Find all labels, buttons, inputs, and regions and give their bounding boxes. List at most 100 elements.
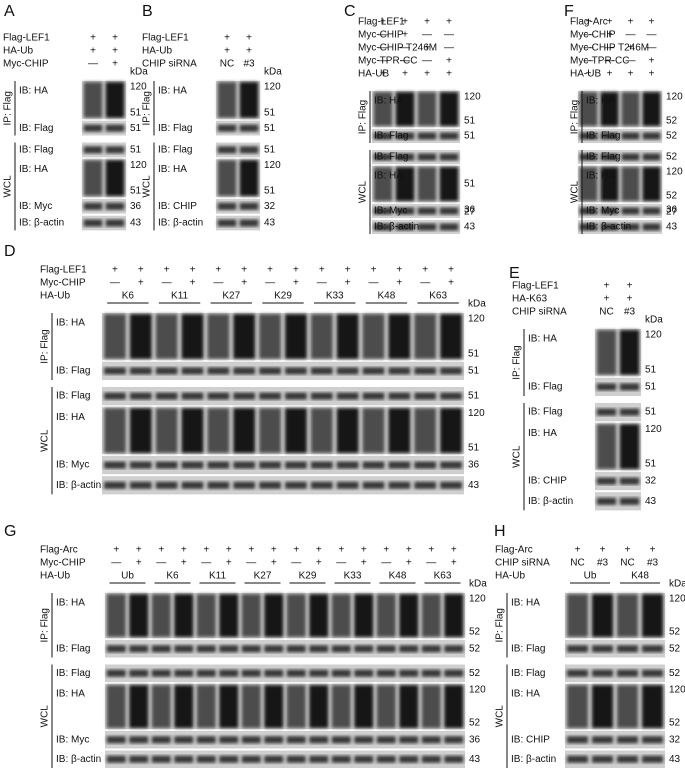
- blot-background: [372, 129, 460, 143]
- condition-mark: +: [649, 56, 655, 67]
- kda-marker: 51: [464, 179, 476, 190]
- kda-marker: 52: [669, 668, 681, 679]
- blot-band: [354, 669, 374, 677]
- condition-mark: —: [336, 558, 346, 569]
- condition-mark: #3: [597, 558, 609, 569]
- condition-mark: —: [605, 56, 615, 67]
- condition-mark: #3: [647, 558, 659, 569]
- blot-smear: [373, 167, 393, 201]
- blot-band: [399, 669, 419, 677]
- blot-band: [619, 497, 640, 505]
- blot-band: [239, 124, 259, 132]
- ub-type-label: K27: [254, 571, 272, 582]
- condition-mark: #3: [243, 59, 255, 70]
- condition-mark: +: [446, 17, 452, 28]
- blot-smear: [439, 92, 459, 126]
- blot-band: [219, 645, 239, 653]
- blot-label: IB: β-actin: [56, 754, 101, 765]
- condition-mark: +: [361, 545, 367, 556]
- blot-label: IB: Flag: [56, 366, 90, 377]
- panel-letter: F: [564, 3, 574, 20]
- blot-band: [219, 736, 239, 744]
- condition-mark: +: [451, 545, 457, 556]
- blot-label: IB: β-actin: [374, 222, 419, 233]
- blot-background: [595, 492, 641, 511]
- condition-mark: +: [136, 558, 142, 569]
- blot-band: [259, 367, 281, 375]
- condition-mark: —: [422, 56, 432, 67]
- condition-mark: —: [291, 558, 301, 569]
- blot-label: IB: β-actin: [528, 496, 573, 507]
- blot-smear: [336, 408, 359, 453]
- blot-band: [151, 755, 171, 763]
- blot-band: [233, 367, 256, 375]
- blot-band: [241, 645, 261, 653]
- blot-smear: [155, 314, 178, 359]
- kda-label: kDa: [468, 299, 486, 310]
- condition-mark: +: [428, 545, 434, 556]
- blot-band: [286, 645, 306, 653]
- panel-letter: D: [4, 243, 16, 260]
- blot-band: [181, 367, 204, 375]
- blot-smear: [417, 167, 437, 201]
- blot-band: [567, 669, 588, 677]
- blot-label: IB: CHIP: [511, 734, 550, 745]
- blot-smear: [642, 167, 661, 201]
- blot-band: [106, 645, 126, 653]
- blot-label: IB: HA: [56, 689, 85, 700]
- condition-mark: +: [575, 545, 581, 556]
- blot-band: [414, 367, 437, 375]
- blot-smear: [621, 167, 640, 201]
- condition-label: Myc-CHIP: [358, 30, 404, 41]
- condition-mark: +: [371, 265, 377, 276]
- blot-band: [642, 223, 661, 231]
- condition-mark: +: [402, 17, 408, 28]
- condition-mark: +: [316, 545, 322, 556]
- condition-mark: —: [422, 30, 432, 41]
- blot-band: [217, 124, 237, 132]
- blot-label: IB: Myc: [56, 734, 89, 745]
- condition-label: HA-K63: [512, 294, 547, 305]
- condition-label: Myc-CHIP: [40, 558, 86, 569]
- blot-smear: [592, 685, 613, 728]
- blot-band: [440, 367, 462, 375]
- blot-band: [105, 146, 125, 154]
- blot-background: [82, 142, 126, 158]
- blot-band: [421, 669, 441, 677]
- blot-label: IB: Myc: [56, 460, 89, 471]
- blot-band: [285, 461, 307, 469]
- group-label: WCL: [512, 445, 523, 468]
- blot-band: [129, 755, 149, 763]
- blot-band: [286, 669, 306, 677]
- ub-type-label: Ub: [121, 571, 134, 582]
- condition-mark: +: [226, 558, 232, 569]
- kda-label: kDa: [669, 579, 685, 590]
- blot-band: [151, 645, 171, 653]
- blot-band: [104, 392, 126, 400]
- blot-band: [233, 461, 256, 469]
- condition-mark: +: [224, 46, 230, 57]
- blot-band: [310, 367, 333, 375]
- kda-marker: 120: [645, 424, 662, 435]
- kda-marker: 51: [468, 366, 480, 377]
- kda-marker: 32: [645, 476, 657, 487]
- blot-smear: [619, 330, 640, 375]
- kda-marker: 36: [130, 201, 142, 212]
- blot-smear: [600, 167, 619, 201]
- kda-marker: 51: [468, 348, 480, 359]
- blot-smear: [83, 82, 103, 118]
- blot-band: [354, 645, 374, 653]
- ub-type-label: K29: [274, 291, 292, 302]
- blot-band: [395, 223, 415, 231]
- blot-label: IB: Flag: [19, 144, 53, 155]
- blot-label: IB: β-actin: [158, 218, 203, 229]
- blot-band: [259, 392, 281, 400]
- condition-mark: —: [378, 30, 388, 41]
- group-label: WCL: [570, 180, 581, 203]
- blot-background: [105, 750, 465, 768]
- blot-band: [285, 392, 307, 400]
- blot-band: [286, 736, 306, 744]
- blot-band: [129, 736, 149, 744]
- condition-label: Myc-CHIP: [3, 59, 49, 70]
- condition-mark: —: [162, 278, 172, 289]
